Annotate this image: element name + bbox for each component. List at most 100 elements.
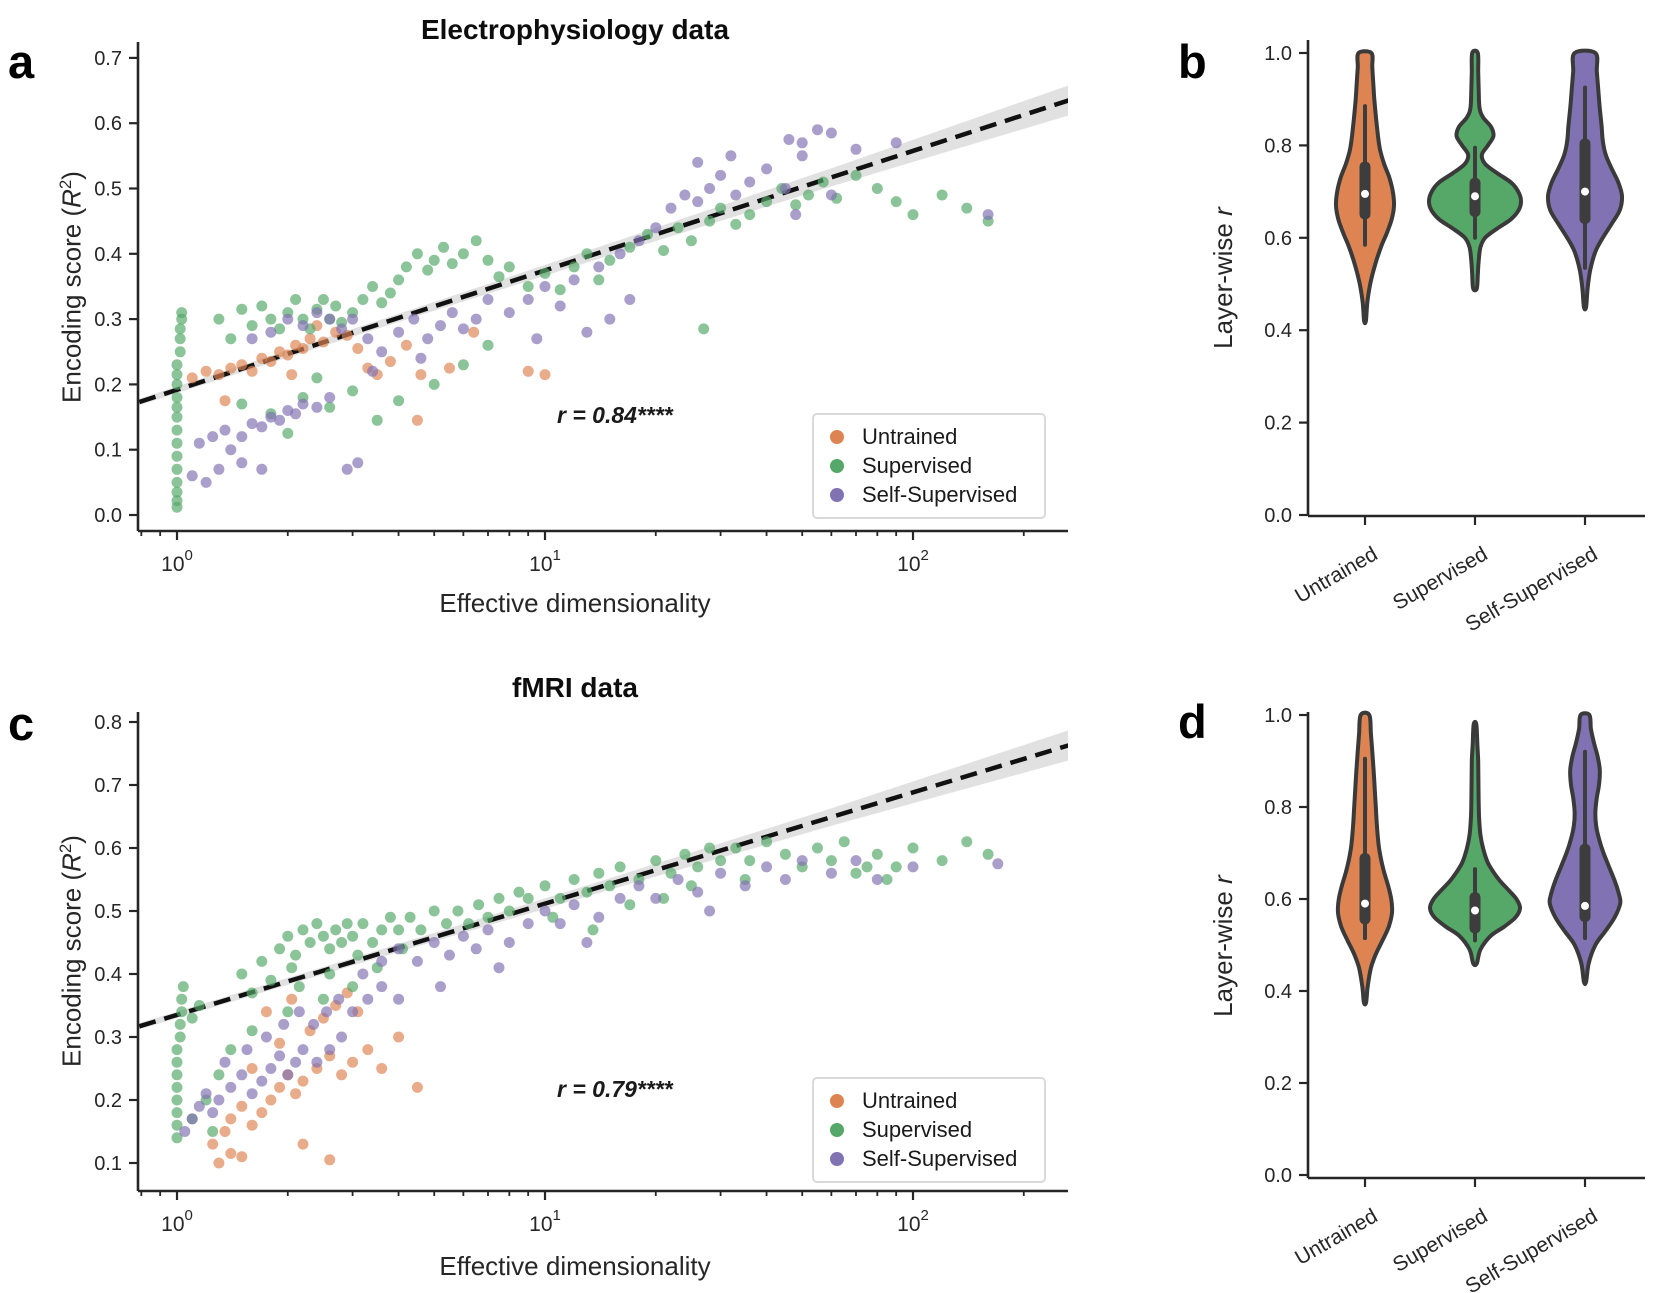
- data-point: [367, 365, 379, 377]
- data-point: [704, 215, 716, 227]
- data-point: [376, 346, 388, 358]
- data-point: [796, 137, 808, 149]
- data-point: [871, 183, 883, 194]
- data-point: [236, 398, 248, 410]
- data-point: [825, 855, 837, 867]
- data-point: [470, 235, 482, 247]
- data-point: [171, 359, 183, 371]
- data-point: [790, 209, 802, 221]
- data-point: [176, 993, 188, 1005]
- data-point: [482, 339, 494, 351]
- data-point: [213, 463, 225, 475]
- data-point: [171, 392, 183, 403]
- data-point: [850, 867, 862, 879]
- data-point: [715, 855, 727, 867]
- data-point: [256, 421, 268, 433]
- data-point: [246, 1063, 258, 1074]
- data-point: [624, 294, 636, 305]
- data-point: [393, 924, 405, 936]
- data-point: [171, 401, 183, 413]
- data-point: [176, 307, 188, 319]
- data-point: [357, 918, 369, 930]
- data-point: [825, 127, 837, 139]
- data-point: [207, 431, 219, 443]
- legend-label: Self-Supervised: [862, 481, 1018, 507]
- data-point: [400, 339, 412, 351]
- data-point: [260, 1031, 272, 1043]
- data-point: [274, 323, 286, 335]
- data-point: [246, 1119, 258, 1131]
- violin-supervised: [1427, 719, 1523, 968]
- data-point: [581, 937, 593, 948]
- data-point: [725, 150, 737, 162]
- data-point: [171, 450, 183, 462]
- data-point: [503, 937, 515, 948]
- data-point: [650, 222, 662, 234]
- data-point: [171, 424, 183, 436]
- data-point: [650, 892, 662, 904]
- data-point: [290, 408, 302, 420]
- data-point: [779, 848, 791, 860]
- legend-label: Self-Supervised: [862, 1145, 1018, 1171]
- data-point: [213, 1094, 225, 1106]
- panel-letter-d: d: [1178, 695, 1207, 748]
- data-point: [362, 1044, 374, 1056]
- data-point: [730, 218, 742, 230]
- y-tick-label: 0.2: [1264, 413, 1292, 435]
- data-point: [982, 848, 994, 860]
- data-point: [256, 463, 268, 475]
- untrained-dot-icon: [830, 1094, 844, 1109]
- data-point: [554, 892, 566, 904]
- data-point: [685, 235, 697, 247]
- data-point: [290, 1088, 302, 1100]
- data-point: [470, 313, 482, 325]
- data-point: [470, 943, 482, 955]
- data-point: [286, 993, 298, 1005]
- data-point: [352, 343, 364, 354]
- data-point: [225, 1148, 237, 1159]
- data-point: [698, 323, 710, 335]
- data-point: [246, 333, 258, 345]
- data-point: [362, 993, 374, 1005]
- data-point: [265, 326, 277, 338]
- data-point: [790, 199, 802, 211]
- data-point: [330, 300, 342, 312]
- data-point: [311, 401, 323, 413]
- data-point: [256, 955, 268, 967]
- data-point: [452, 905, 464, 917]
- data-point: [193, 1000, 205, 1011]
- data-point: [633, 880, 645, 892]
- data-point: [207, 1107, 219, 1119]
- data-point: [457, 930, 469, 942]
- data-point: [171, 1056, 183, 1068]
- data-point: [642, 228, 654, 240]
- data-point: [324, 943, 336, 955]
- data-point: [672, 874, 684, 885]
- data-point: [236, 303, 248, 315]
- data-point: [171, 1119, 183, 1131]
- data-point: [457, 323, 469, 335]
- regression-line: [138, 743, 1068, 1029]
- y-tick-label: 0.0: [94, 505, 122, 527]
- data-point: [367, 281, 379, 292]
- data-point: [171, 1107, 183, 1119]
- data-point: [193, 437, 205, 449]
- data-point: [246, 987, 258, 999]
- panel-c-xlabel: Effective dimensionality: [439, 1251, 711, 1281]
- data-point: [174, 1031, 186, 1043]
- legend-item-supervised: Supervised: [830, 452, 1024, 481]
- data-point: [336, 937, 348, 948]
- data-point: [171, 463, 183, 475]
- data-point: [393, 326, 405, 338]
- data-point: [225, 1081, 237, 1093]
- data-point: [282, 1006, 294, 1018]
- data-point: [290, 294, 302, 305]
- data-point: [604, 313, 616, 325]
- data-point: [428, 254, 440, 266]
- data-point: [304, 333, 316, 345]
- data-point: [531, 333, 543, 345]
- panel-a-ylabel: Encoding score (R2): [56, 171, 87, 403]
- data-point: [890, 137, 902, 149]
- data-point: [341, 918, 353, 930]
